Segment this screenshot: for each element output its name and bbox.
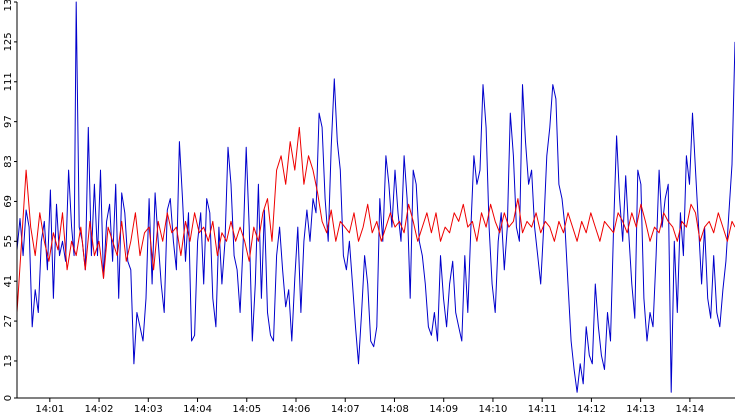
x-tick-label: 14:14 <box>675 404 704 415</box>
x-tick-label: 14:13 <box>626 404 655 415</box>
x-tick-label: 14:07 <box>331 404 360 415</box>
x-tick-label: 14:08 <box>380 404 409 415</box>
series-line-2 <box>16 126 735 313</box>
x-tick-label: 14:01 <box>35 404 64 415</box>
x-tick-label: 14:06 <box>282 404 311 415</box>
x-tick-label: 14:10 <box>479 404 508 415</box>
x-tick-label: 14:02 <box>85 404 114 415</box>
x-tick-label: 14:03 <box>134 404 163 415</box>
x-tick-label: 14:12 <box>577 404 606 415</box>
x-axis: 14:01 14:02 14:03 14:04 14:05 14:06 14:07 14:08… <box>35 398 704 415</box>
y-tick-label: 83 <box>3 155 14 168</box>
y-tick-label: 0 <box>3 395 14 401</box>
x-tick-label: 14:09 <box>429 404 458 415</box>
y-tick-label: 139 <box>3 0 14 12</box>
y-tick-label: 97 <box>3 115 14 128</box>
series-line-1 <box>16 1 735 393</box>
series-layer <box>16 1 735 393</box>
y-tick-label: 27 <box>3 315 14 328</box>
x-tick-label: 14:04 <box>183 404 212 415</box>
y-axis: 0 13 27 41 55 69 83 97 111 125 139 <box>3 0 17 401</box>
y-tick-label: 69 <box>3 195 14 208</box>
y-tick-label: 111 <box>3 72 14 91</box>
y-tick-label: 13 <box>3 355 14 368</box>
y-tick-label: 55 <box>3 235 14 248</box>
y-tick-label: 41 <box>3 275 14 288</box>
x-tick-label: 14:05 <box>232 404 261 415</box>
x-tick-label: 14:11 <box>528 404 557 415</box>
y-tick-label: 125 <box>3 32 14 51</box>
